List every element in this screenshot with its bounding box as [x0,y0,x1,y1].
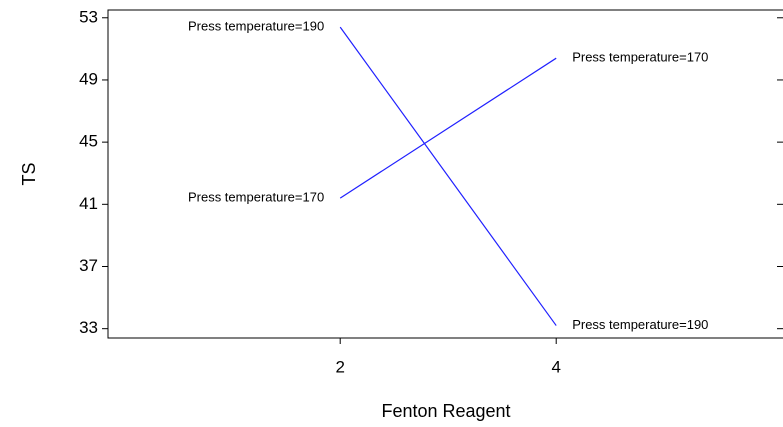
plot-frame [107,9,783,339]
y-axis-label: TS [19,162,39,185]
y-tick-label: 33 [79,318,98,337]
y-tick-label: 41 [79,194,98,213]
series-line [339,26,557,326]
y-tick-label: 45 [79,132,98,151]
line-end-label: Press temperature=190 [572,317,708,332]
x-axis-label: Fenton Reagent [381,401,510,421]
y-tick-label: 53 [79,7,98,26]
series-line [339,57,557,199]
x-tick-label: 2 [335,357,344,376]
y-tick-label: 49 [79,69,98,88]
line-end-label: Press temperature=190 [188,19,324,34]
line-end-label: Press temperature=170 [188,190,324,205]
x-tick-label: 4 [551,357,560,376]
y-tick-label: 37 [79,256,98,275]
line-end-label: Press temperature=170 [572,50,708,65]
